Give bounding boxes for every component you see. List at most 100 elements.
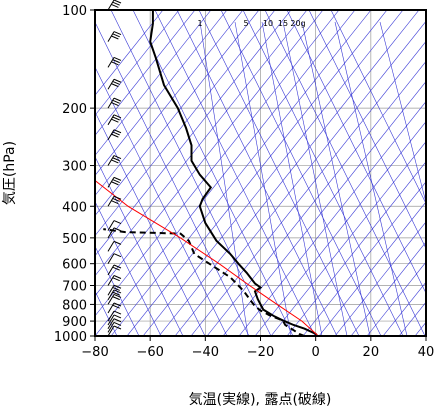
wind-barb-staff [107,196,115,207]
x-tick-label: 0 [312,345,320,360]
reference-line [174,20,426,336]
mixing-ratio-line [379,21,426,204]
wind-barb [107,240,122,252]
wind-barb-staff [107,97,115,109]
wind-barb-feather [113,114,122,119]
wind-barb-staff [107,314,115,326]
mixing-ratio-line [234,21,292,336]
wind-barb-staff [107,264,115,276]
reference-line [110,10,272,336]
wind-barb-staff [107,177,115,188]
wind-barb-feather [113,227,122,232]
wind-barb [107,275,122,286]
background-lines [95,10,426,336]
wind-barb-feather [112,33,120,38]
reference-line [242,10,404,336]
wind-barb-feather [113,275,122,279]
x-tick-label: −20 [247,345,274,360]
reference-line [95,10,164,96]
reference-line [95,156,184,336]
wind-barb-feather [113,0,122,4]
wind-barb-feather [112,99,120,104]
reference-line [318,201,426,336]
mixing-ratio-line [282,21,348,336]
wind-barb-feather [113,56,122,61]
reference-line [95,10,308,277]
mixing-ratio-line [334,21,408,336]
reference-line [398,301,426,336]
mixing-ratio-label: 20g [290,19,305,28]
x-axis-label: 気温(実線), 露点(破線) [189,392,332,408]
reference-line [334,221,426,336]
wind-barb [107,314,122,326]
wind-barb-feather [112,116,120,121]
x-tick-label: −80 [81,345,108,360]
mixing-ratio-line [261,21,323,336]
reference-line [154,10,316,336]
wind-barb-staff [107,253,115,264]
wind-barb-feather [113,284,122,289]
wind-barb-feather [112,198,120,202]
wind-barb [107,176,122,188]
wind-barb [107,284,122,296]
wind-barb-feather [112,291,120,296]
wind-barb-feather [112,80,120,85]
wind-barb [107,293,122,305]
wind-barb-staff [107,285,115,296]
wind-barb-staff [107,220,115,231]
x-tick-label: 40 [418,345,435,360]
y-tick-label: 300 [62,160,87,175]
y-tick-label: 800 [62,298,87,313]
reference-line [302,181,426,336]
wind-barb-feather [111,181,119,186]
wind-barbs [107,0,122,337]
reference-line [95,10,244,197]
wind-barb-staff [107,275,115,286]
wind-barb [107,0,122,11]
mixing-ratio-line [301,21,371,336]
wind-barb-feather [113,264,122,269]
y-tick-label: 600 [62,258,87,273]
wind-barb [107,195,122,207]
wind-barb [107,227,122,239]
reference-line [95,10,228,176]
wind-barb [107,97,122,109]
wind-barb-staff [107,114,115,126]
x-tick-label: 20 [363,345,380,360]
reference-line [95,10,212,156]
wind-barb [107,310,122,322]
mixing-ratio-label: 1 [197,19,202,28]
mixing-ratio-label: 15 [278,19,288,28]
y-tick-label: 700 [62,280,87,295]
reference-line [308,10,426,250]
reference-line [95,10,340,317]
wind-barb [107,318,122,329]
wind-barb-feather [113,289,122,294]
wind-barb-feather [113,78,122,83]
wind-barb-feather [111,118,119,123]
reference-line [95,111,206,336]
wind-barb-feather [112,277,120,282]
wind-barb-feather [113,318,122,323]
wind-barb-staff [107,325,115,337]
wind-barb-feather [111,35,119,40]
wind-barb [107,114,122,126]
reference-line [95,10,324,297]
reference-line [95,10,356,336]
reference-line [110,10,372,336]
wind-barb-feather [113,325,122,330]
wind-barb [107,78,122,90]
reference-line [158,10,420,336]
reference-line [222,80,426,336]
wind-barb [107,129,122,140]
wind-barb-feather [113,240,122,245]
wind-barb-staff [107,227,115,239]
reference-line [238,101,426,336]
wind-barb-feather [113,97,122,102]
y-tick-label: 200 [62,102,87,117]
wind-barb [107,302,122,314]
wind-barb [107,253,122,264]
wind-barb-feather [111,102,119,106]
wind-barb-feather [111,159,119,164]
